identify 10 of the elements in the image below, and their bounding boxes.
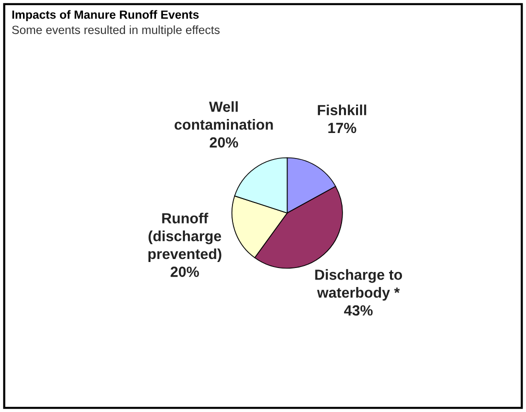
slice-label: Discharge to waterbody * [315, 269, 402, 301]
data-label: 43% [344, 305, 373, 316]
data-label: 17% [328, 122, 356, 134]
slice-label: Fishkill [318, 104, 366, 116]
slice-label: Well contamination [174, 101, 273, 130]
chart-title: Impacts of Manure Runoff Events [12, 10, 199, 22]
data-label: 20% [170, 266, 199, 277]
data-label: 20% [210, 137, 238, 148]
chart-subtitle: Some events resulted in multiple effects [12, 25, 220, 36]
slice-label: Runoff (discharge prevented) [148, 212, 222, 262]
